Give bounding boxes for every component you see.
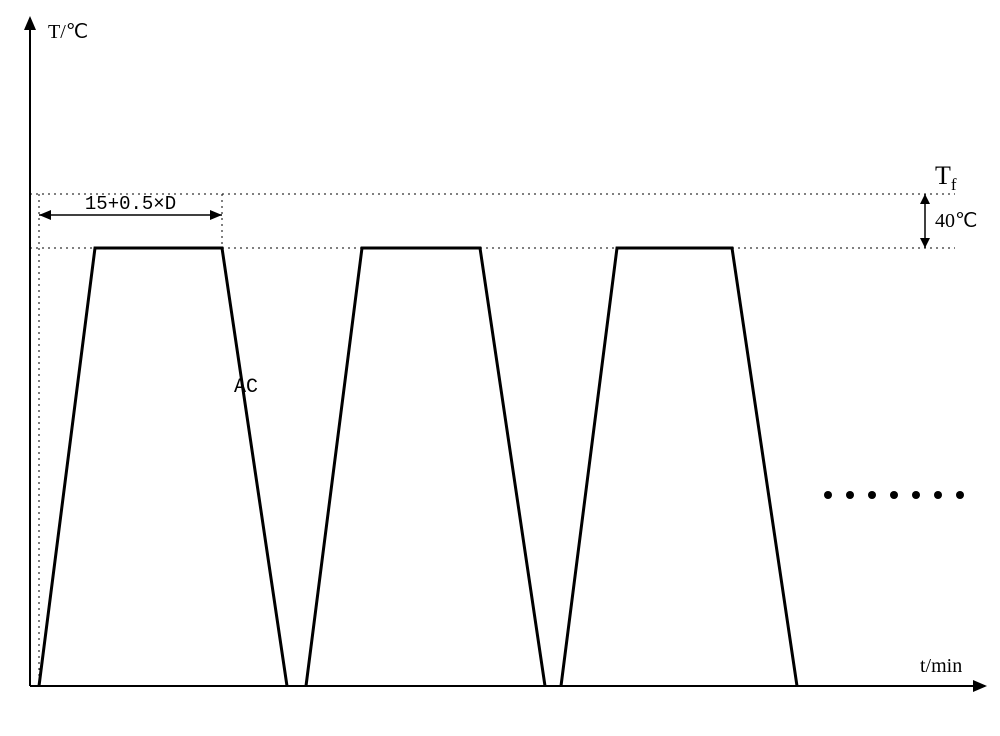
y-axis-label: T/℃	[48, 21, 88, 43]
ellipsis-dot	[956, 491, 964, 499]
chart-svg: T/℃t/minTf40℃15+0.5×DAC	[0, 0, 1000, 736]
ellipsis-dot	[912, 491, 920, 499]
delta-label: 40℃	[935, 210, 977, 232]
ellipsis-dot	[824, 491, 832, 499]
ac-label: AC	[234, 376, 258, 399]
temperature-cycle-chart: T/℃t/minTf40℃15+0.5×DAC	[0, 0, 1000, 736]
dimension-label: 15+0.5×D	[85, 193, 176, 215]
ellipsis-dot	[934, 491, 942, 499]
chart-bg	[0, 0, 1000, 736]
ellipsis-dot	[846, 491, 854, 499]
x-axis-label: t/min	[920, 655, 962, 677]
ellipsis-dot	[868, 491, 876, 499]
ellipsis-dot	[890, 491, 898, 499]
